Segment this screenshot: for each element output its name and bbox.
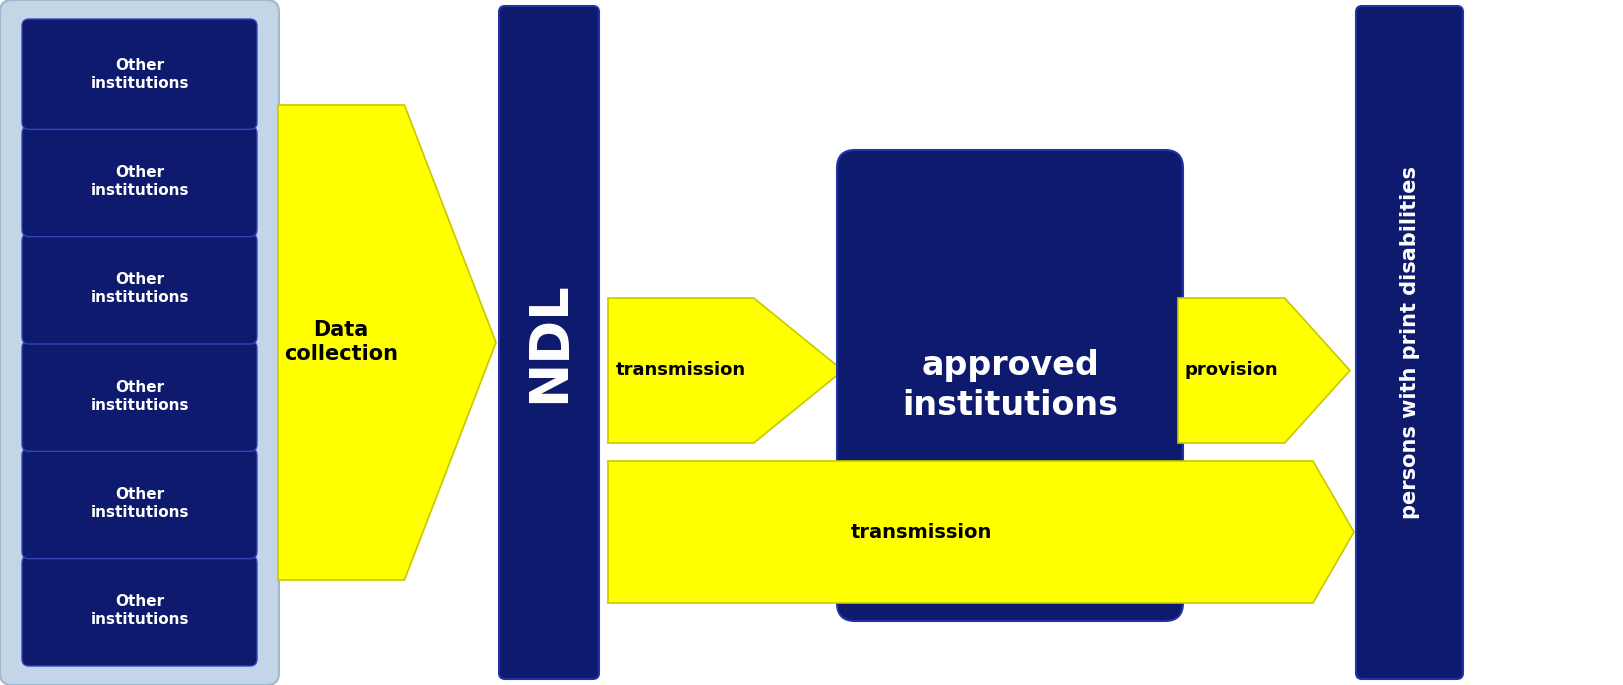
Polygon shape xyxy=(278,105,495,580)
Polygon shape xyxy=(607,461,1354,603)
Text: Other
institutions: Other institutions xyxy=(91,58,188,90)
Text: Other
institutions: Other institutions xyxy=(91,165,188,198)
FancyBboxPatch shape xyxy=(498,6,599,679)
FancyBboxPatch shape xyxy=(23,556,256,666)
Text: Other
institutions: Other institutions xyxy=(91,379,188,412)
Polygon shape xyxy=(607,298,842,443)
Text: Other
institutions: Other institutions xyxy=(91,273,188,306)
FancyBboxPatch shape xyxy=(1355,6,1462,679)
FancyBboxPatch shape xyxy=(23,234,256,344)
FancyBboxPatch shape xyxy=(836,150,1182,621)
Text: provision: provision xyxy=(1183,362,1277,379)
FancyBboxPatch shape xyxy=(23,341,256,451)
FancyBboxPatch shape xyxy=(23,449,256,559)
Text: Other
institutions: Other institutions xyxy=(91,487,188,520)
Text: transmission: transmission xyxy=(615,362,745,379)
Polygon shape xyxy=(1177,298,1349,443)
Text: Other
institutions: Other institutions xyxy=(91,595,188,627)
Text: NDL: NDL xyxy=(523,282,575,403)
Text: approved
institutions: approved institutions xyxy=(901,349,1117,423)
FancyBboxPatch shape xyxy=(23,126,256,236)
Text: persons with print disabilities: persons with print disabilities xyxy=(1399,166,1419,519)
Text: Data
collection: Data collection xyxy=(284,321,398,364)
Text: transmission: transmission xyxy=(850,523,992,542)
FancyBboxPatch shape xyxy=(23,19,256,129)
FancyBboxPatch shape xyxy=(0,0,279,685)
